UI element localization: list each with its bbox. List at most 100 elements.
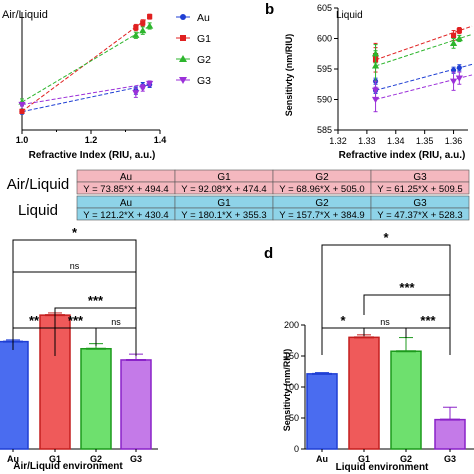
panel-d-xlabel: Liquid environment — [336, 462, 429, 473]
panel-d-ylabel: Sensitivty (nm/RIU) — [282, 349, 292, 432]
x-tick-label: 1.0 — [16, 135, 29, 145]
equation-cell-text: Y = 180.1*X + 355.3 — [181, 210, 266, 221]
panel-b-inner-label: Liquid — [336, 10, 363, 21]
significance-label: *** — [88, 293, 104, 308]
header-cell-text: Au — [120, 198, 132, 209]
fit-line-G2 — [21, 25, 150, 103]
legend-marker-G1 — [180, 35, 186, 41]
panel-c-xlabel: Air/Liquid environment — [13, 461, 123, 472]
point-G1 — [19, 108, 25, 114]
point-G1 — [450, 32, 457, 39]
x-tick-label: 1.35 — [416, 136, 434, 146]
significance-bracket — [363, 327, 407, 334]
header-cell-text: G3 — [413, 198, 427, 209]
panel-b-ylabel: Sensitivty (nm/RIU) — [284, 34, 294, 117]
equation-cell-text: Y = 68.96*X + 505.0 — [279, 184, 364, 195]
bar-G3 — [434, 418, 466, 450]
bar-G2 — [390, 350, 422, 450]
point-G3 — [18, 101, 26, 109]
x-tick-label-Au: Au — [7, 454, 19, 464]
panel-a-xlabel: Refractive Index (RIU, a.u.) — [29, 150, 156, 161]
x-tick-label-G1: G1 — [358, 454, 370, 464]
header-cell-text: Au — [120, 172, 132, 183]
significance-label: * — [72, 225, 78, 240]
bar-Au — [0, 340, 29, 450]
legend-marker-Au — [180, 14, 186, 20]
significance-bracket — [405, 327, 451, 338]
significance-bracket — [363, 294, 451, 315]
equation-cell-text: Y = 121.2*X + 430.4 — [83, 210, 168, 221]
point-G3 — [146, 80, 154, 88]
header-cell-text: G2 — [315, 198, 329, 209]
point-Au — [450, 67, 457, 73]
equation-cell-text: Y = 47.37*X + 528.3 — [377, 210, 462, 221]
table-row-label: Air/Liquid — [7, 176, 70, 193]
panel-liquid-scatter: b Liquid Refractive index (RIU, a.u.) Se… — [265, 1, 474, 161]
y-tick-label: 600 — [317, 34, 332, 44]
significance-label: ** — [29, 313, 40, 328]
x-tick-label: 1.36 — [445, 136, 463, 146]
point-G3 — [132, 90, 140, 97]
header-cell-text: G1 — [217, 198, 231, 209]
x-tick-label: 1.33 — [358, 136, 376, 146]
panel-b-label: b — [265, 1, 274, 18]
x-tick-label: 1.34 — [387, 136, 405, 146]
significance-label: *** — [420, 313, 436, 328]
y-tick-label: 605 — [317, 3, 332, 13]
y-tick-label: 100 — [284, 382, 299, 392]
point-G1 — [147, 14, 153, 20]
equation-cell — [370, 181, 470, 195]
significance-label: * — [383, 230, 389, 245]
y-tick-label: 0 — [294, 444, 299, 454]
y-tick-label: 150 — [284, 351, 299, 361]
point-G2 — [371, 62, 380, 69]
equation-cell-text: Y = 61.25*X + 509.5 — [377, 184, 462, 195]
x-tick-label-G2: G2 — [400, 454, 412, 464]
panel-air-liquid-bars: Air/Liquid environment Au G1 G2 G3** *** ns**… — [0, 225, 158, 472]
legend-marker-G3 — [179, 77, 187, 84]
fit-line-G3 — [375, 74, 473, 100]
panel-d-label: d — [264, 245, 273, 262]
legend-label-Au: Au — [197, 12, 210, 24]
header-cell-text: G1 — [217, 172, 231, 183]
equation-cell-text: Y = 157.7*X + 384.9 — [279, 210, 364, 221]
point-G3 — [139, 85, 147, 92]
significance-label: * — [340, 313, 346, 328]
x-tick-label: 1.4 — [154, 135, 167, 145]
bar-Au — [306, 373, 338, 450]
y-tick-label: 50 — [289, 413, 299, 423]
y-tick-label: 200 — [284, 320, 299, 330]
significance-label: *** — [399, 280, 415, 295]
equation-cell-text: Y = 73.85*X + 494.4 — [83, 184, 168, 195]
x-tick-label-G3: G3 — [130, 454, 142, 464]
fit-line-Au — [21, 84, 150, 113]
y-tick-label: 595 — [317, 64, 332, 74]
legend: Au G1 G2 G3 — [176, 12, 211, 87]
fit-line-G3 — [21, 82, 150, 106]
point-G3 — [449, 78, 458, 85]
point-G2 — [132, 31, 140, 38]
fit-line-G2 — [375, 33, 473, 67]
header-cell-text: G2 — [315, 172, 329, 183]
significance-bracket — [12, 271, 137, 340]
x-tick-label-G2: G2 — [90, 454, 102, 464]
point-G1 — [133, 24, 139, 31]
header-cell-text: G3 — [413, 172, 427, 183]
panel-liquid-bars: d Liquid environment Sensitivty (nm/RIU)… — [264, 230, 474, 473]
significance-bracket — [321, 244, 451, 355]
panel-b-xlabel: Refractive index (RIU, a.u.) — [339, 150, 466, 161]
point-G3 — [371, 87, 380, 94]
legend-label-G3: G3 — [197, 75, 211, 87]
bar-G1 — [348, 336, 380, 450]
point-Au — [456, 65, 462, 71]
panel-air-liquid-scatter: Air/Liquid Refractive Index (RIU, a.u.) … — [2, 9, 166, 161]
fit-line-G1 — [375, 25, 473, 61]
fit-line-Au — [375, 63, 473, 91]
point-G1 — [140, 20, 146, 26]
x-tick-label-G1: G1 — [49, 454, 61, 464]
legend-label-G1: G1 — [197, 33, 211, 45]
significance-bracket — [12, 239, 137, 330]
point-G2 — [455, 34, 463, 42]
significance-label: ns — [380, 317, 390, 327]
